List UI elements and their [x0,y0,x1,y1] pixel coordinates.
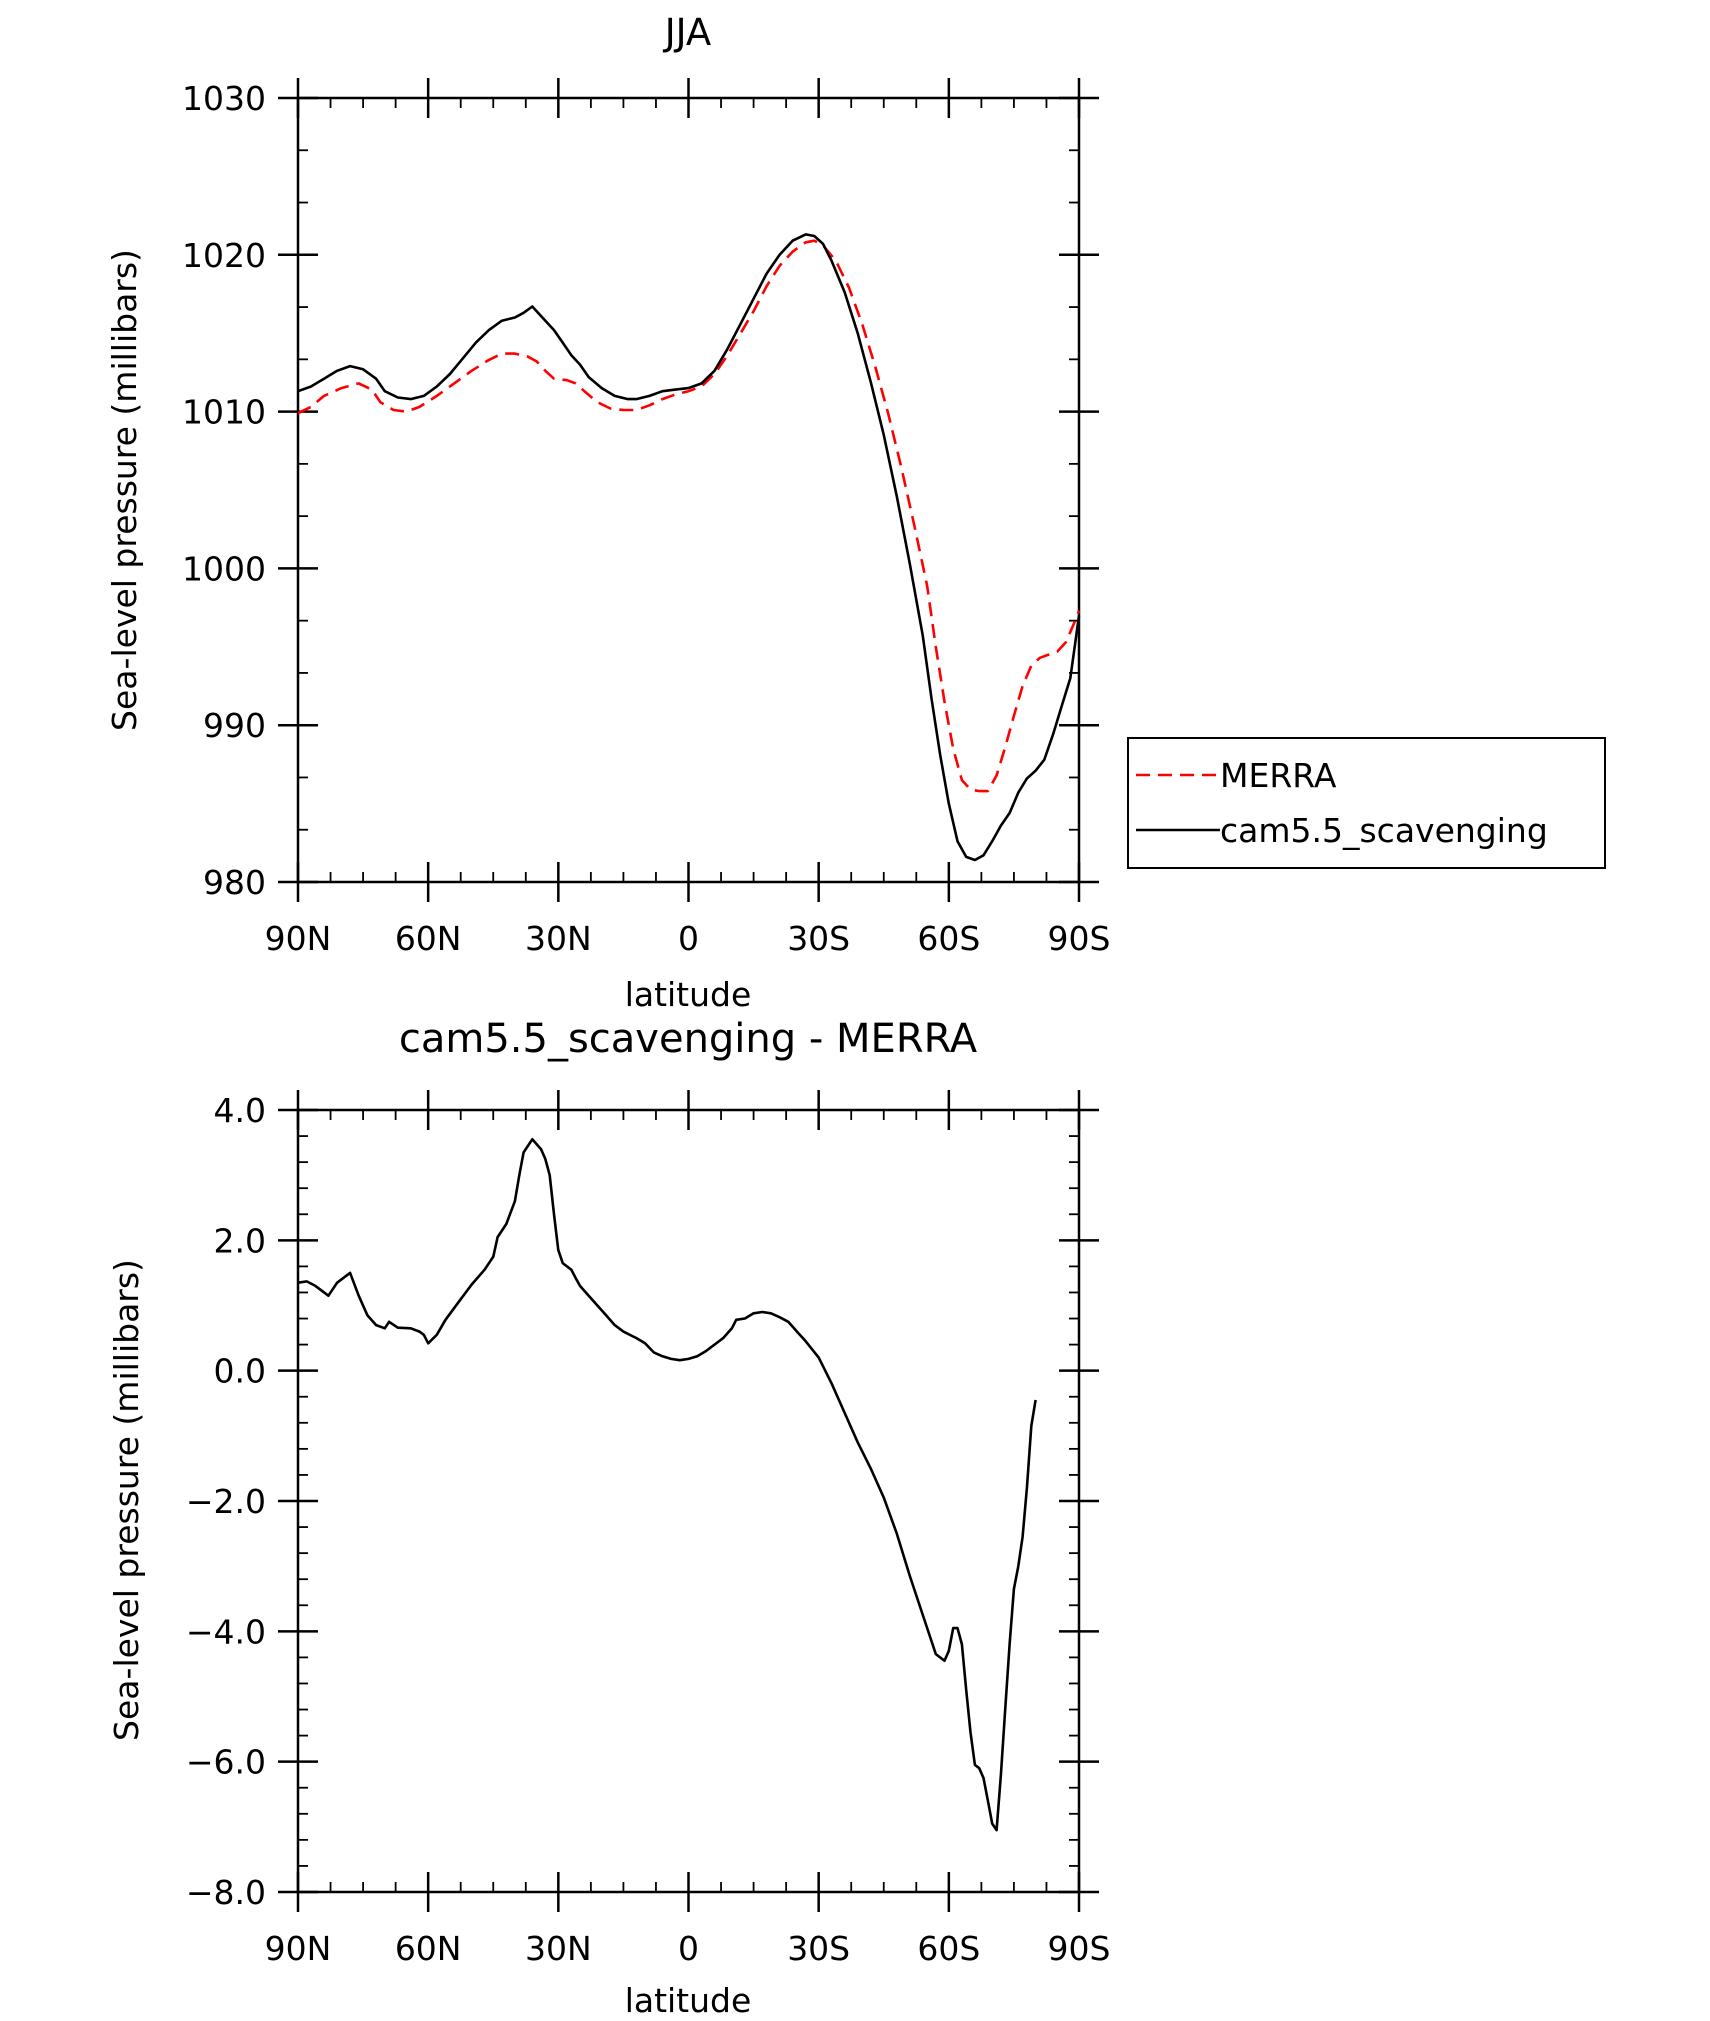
y-tick-label: 1030 [182,79,266,118]
x-tick-label: 60N [395,919,462,958]
x-tick-label: 90S [1048,1929,1111,1968]
legend-box [1127,737,1606,869]
pressure-difference-panel: cam5.5_scavenging - MERRA −8.0 −6.0 −4.0 −2… [107,1016,1110,2020]
x-tick-label: 60S [917,919,980,958]
chart-title: cam5.5_scavenging - MERRA [399,1016,978,1062]
y-tick-label: 4.0 [214,1091,266,1130]
y-axis-label: Sea-level pressure (millibars) [107,1259,146,1741]
y-tick-label: −8.0 [186,1873,266,1912]
y-tick-label: −4.0 [186,1612,266,1651]
x-tick-label: 60N [395,1929,462,1968]
x-axis-label: latitude [625,1981,752,2020]
plot-frame [296,96,1081,884]
series-lines [297,233,1081,862]
legend: MERRA cam5.5_scavenging [1127,737,1606,869]
axis-ticks: 980 990 1000 1010 1020 1030 90N 60N 30N 0 30S 60S 90… [182,78,1110,958]
series-lines [297,1138,1037,1832]
y-tick-label: 1020 [182,236,266,275]
chart-title: JJA [663,11,712,54]
sea-level-pressure-panel: JJA 980 990 1000 1010 1020 1030 90N 60N 30N 0 30S 6… [105,11,1606,1014]
x-tick-label: 30N [525,1929,592,1968]
y-tick-label: 1010 [182,393,266,432]
y-tick-label: 2.0 [214,1221,266,1260]
y-tick-label: 980 [203,863,266,902]
x-tick-label: 90N [265,1929,332,1968]
x-tick-label: 90S [1048,919,1111,958]
x-tick-label: 30S [787,919,850,958]
y-tick-label: −2.0 [186,1482,266,1521]
plot-frame [296,1108,1081,1894]
axis-ticks: −8.0 −6.0 −4.0 −2.0 0.0 2.0 4.0 90N 60N 30N 0 30S 60… [186,1090,1111,1968]
legend-label-merra: MERRA [1220,756,1337,795]
series-line-merra [297,239,1081,793]
y-tick-label: 990 [203,706,266,745]
y-tick-label: −6.0 [186,1743,266,1782]
x-tick-label: 60S [917,1929,980,1968]
x-tick-label: 0 [678,1929,699,1968]
y-tick-label: 0.0 [214,1352,266,1391]
x-tick-label: 30S [787,1929,850,1968]
legend-label-cam: cam5.5_scavenging [1220,811,1548,850]
y-axis-label: Sea-level pressure (millibars) [105,249,144,731]
y-tick-label: 1000 [182,549,266,588]
x-tick-label: 30N [525,919,592,958]
series-line-cam5-5-scavenging [297,233,1081,862]
x-axis-label: latitude [625,975,752,1014]
series-line-difference [297,1138,1037,1832]
x-tick-label: 0 [678,919,699,958]
x-tick-label: 90N [265,919,332,958]
